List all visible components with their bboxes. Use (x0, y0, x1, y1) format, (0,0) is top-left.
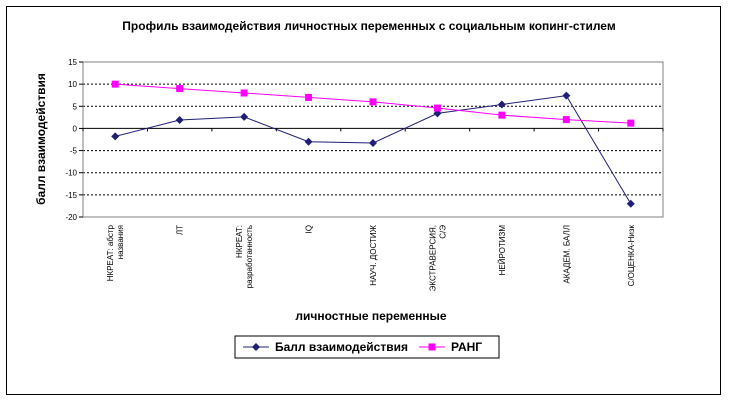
y-tick-label: -10 (65, 169, 77, 178)
data-point-diamond (626, 199, 635, 208)
x-tick-label: НЕЙРОТИЗМ (498, 225, 507, 276)
x-tick-label: С/Э (438, 225, 447, 239)
data-point-square (433, 104, 441, 112)
x-tick-label: ЭКСТРАВЕРСИЯ, (428, 225, 437, 291)
y-tick-label: 5 (73, 102, 78, 111)
y-tick-label: -5 (70, 147, 78, 156)
data-point-diamond (562, 91, 571, 100)
data-point-square (627, 119, 635, 127)
y-tick-label: -20 (65, 213, 77, 222)
chart: Профиль взаимодействия личностных переме… (34, 19, 664, 359)
data-point-diamond (240, 112, 249, 121)
x-tick-label: названия (116, 225, 125, 259)
plot-area (82, 61, 664, 218)
x-axis-label: личностные переменные (295, 309, 447, 323)
y-axis-label: балл взаимодействия (34, 73, 48, 205)
y-tick-label: -15 (65, 191, 77, 200)
x-tick-label: НКРЕАТ: (235, 225, 244, 258)
series-layer (111, 80, 635, 208)
legend-marker (252, 343, 260, 351)
data-point-diamond (111, 132, 120, 141)
data-point-square (498, 111, 506, 119)
data-point-square (369, 98, 377, 106)
legend-label: РАНГ (451, 340, 482, 354)
y-axis: 15 10 5 0 -5 -10 -15 -20 (65, 58, 663, 222)
x-tick-label: С/ОЦЕНКА-Низк (627, 225, 636, 287)
y-tick-label: 10 (68, 80, 77, 89)
chart-title: Профиль взаимодействия личностных переме… (122, 19, 616, 33)
data-point-diamond (175, 116, 184, 125)
x-tick-label: АКАДЕМ. БАЛЛ (562, 225, 571, 284)
data-point-diamond (369, 139, 377, 148)
chart-frame: Профиль взаимодействия личностных переме… (6, 6, 721, 395)
legend-box (234, 335, 500, 359)
x-tick-label: ЛТ (176, 225, 185, 235)
data-point-diamond (304, 137, 313, 146)
legend-label: Балл взаимодействия (275, 340, 408, 354)
data-point-square (111, 80, 119, 88)
x-axis: НКРЕАТ: абстр названия ЛТ НКРЕАТ: разработан… (82, 128, 664, 291)
x-tick-label: НАУЧ. ДОСТИЖ (369, 224, 378, 285)
series-line-0 (115, 95, 632, 204)
legend: Балл взаимодействия РАНГ (234, 335, 500, 359)
y-tick-label: 15 (68, 58, 77, 67)
legend-marker (428, 343, 436, 351)
data-point-square (240, 89, 248, 97)
data-point-square (305, 93, 313, 101)
y-tick-label: 0 (73, 124, 78, 133)
data-point-diamond (497, 100, 506, 109)
x-tick-label: разработанность (245, 225, 254, 288)
data-point-square (562, 116, 570, 124)
x-tick-label: НКРЕАТ: абстр (106, 224, 115, 281)
data-point-square (176, 85, 184, 93)
x-tick-label: IQ (305, 225, 314, 233)
